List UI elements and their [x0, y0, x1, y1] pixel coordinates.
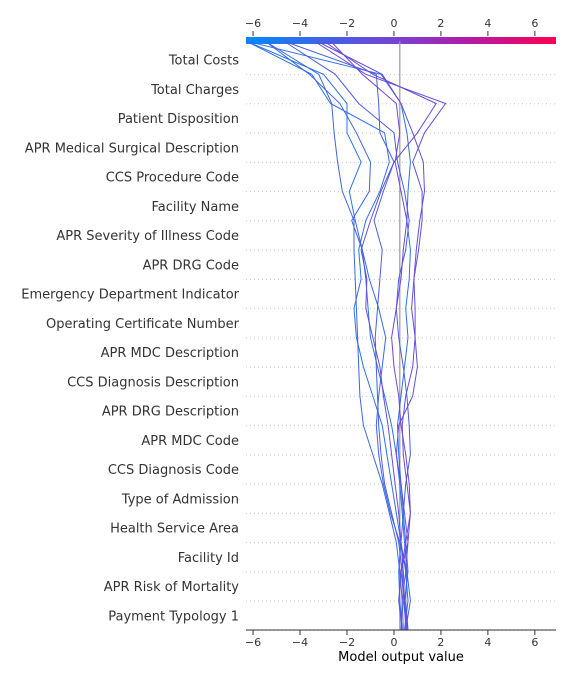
decision-line: [330, 40, 411, 631]
top-tick-label: −2: [339, 17, 355, 30]
decision-line: [245, 40, 403, 631]
colorbar: [246, 37, 556, 44]
bottom-tick-label: −2: [339, 636, 355, 649]
feature-labels: Total Costs Total Charges Patient Disposit…: [21, 54, 239, 625]
top-tick-label: 2: [437, 17, 444, 30]
feature-label: APR DRG Code: [143, 258, 239, 273]
feature-label: APR DRG Description: [102, 405, 239, 420]
top-axis: −6 −4 −2 0 2 4 6: [245, 17, 538, 36]
top-tick-label: 6: [531, 17, 538, 30]
decision-line: [283, 40, 411, 631]
feature-label: CCS Diagnosis Code: [108, 463, 239, 478]
x-axis-title: Model output value: [338, 650, 464, 665]
bottom-tick-label: 6: [531, 636, 538, 649]
feature-label: APR Medical Surgical Description: [25, 141, 239, 156]
feature-label: Payment Typology 1: [108, 609, 239, 624]
bottom-tick-label: −6: [245, 636, 261, 649]
decision-line: [323, 40, 437, 631]
bottom-tick-label: −4: [292, 636, 308, 649]
bottom-tick-label: 0: [390, 636, 397, 649]
feature-label: Patient Disposition: [118, 112, 239, 127]
colorbar-gradient: [246, 37, 556, 44]
feature-label: Operating Certificate Number: [46, 317, 240, 332]
decision-lines: [245, 40, 447, 631]
decision-line: [264, 40, 411, 631]
top-tick-label: 4: [484, 17, 491, 30]
feature-label: Emergency Department Indicator: [21, 288, 239, 303]
feature-label: CCS Diagnosis Description: [67, 375, 239, 390]
decision-line: [245, 40, 409, 631]
feature-label: Total Costs: [168, 54, 239, 69]
feature-label: Total Charges: [150, 83, 239, 98]
feature-label: APR MDC Description: [101, 346, 239, 361]
bottom-tick-label: 2: [437, 636, 444, 649]
decision-line: [316, 40, 426, 631]
feature-label: APR MDC Code: [141, 434, 239, 449]
top-tick-label: −4: [292, 17, 308, 30]
feature-label: Type of Admission: [121, 492, 239, 507]
feature-label: APR Risk of Mortality: [104, 580, 240, 595]
top-tick-label: 0: [390, 17, 397, 30]
feature-label: Facility Id: [178, 551, 239, 566]
bottom-axis: −6 −4 −2 0 2 4 6: [245, 629, 556, 649]
feature-label: Facility Name: [151, 200, 239, 215]
feature-label: CCS Procedure Code: [106, 171, 239, 186]
decision-line: [264, 40, 404, 631]
feature-label: Health Service Area: [110, 522, 239, 537]
decision-line: [245, 40, 411, 631]
decision-line: [283, 40, 408, 631]
feature-label: APR Severity of Illness Code: [56, 229, 239, 244]
bottom-tick-label: 4: [484, 636, 491, 649]
top-tick-label: −6: [245, 17, 261, 30]
